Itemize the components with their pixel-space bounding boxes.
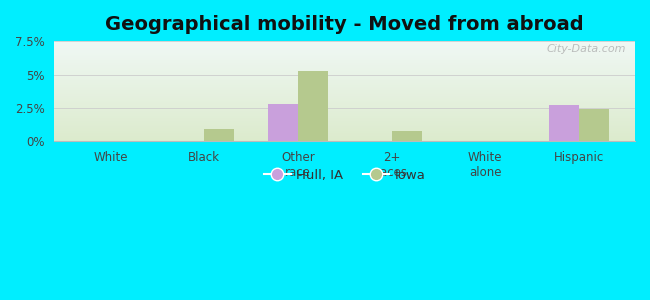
Bar <box>204 129 234 142</box>
Bar <box>578 110 609 142</box>
Bar <box>549 105 578 142</box>
Title: Geographical mobility - Moved from abroad: Geographical mobility - Moved from abroa… <box>105 15 584 34</box>
Bar <box>391 131 421 142</box>
Bar <box>298 70 328 142</box>
Bar <box>268 104 298 142</box>
Legend: Hull, IA, Iowa: Hull, IA, Iowa <box>259 164 430 187</box>
Text: City-Data.com: City-Data.com <box>547 44 627 54</box>
Bar <box>485 141 515 142</box>
Bar <box>111 141 140 142</box>
